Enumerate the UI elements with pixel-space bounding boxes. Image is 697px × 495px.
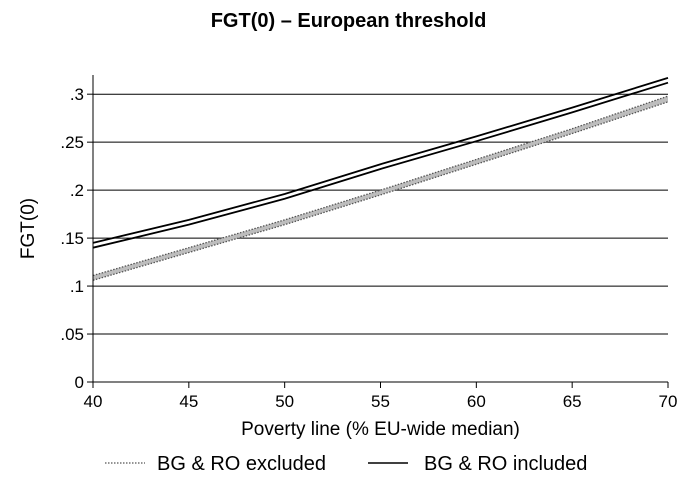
legend-item-bg-ro-included: BG & RO included bbox=[368, 453, 587, 475]
band-upper-bg-ro-excluded bbox=[92, 95, 669, 277]
series-bg-ro-excluded bbox=[92, 95, 669, 281]
chart-title: FGT(0) – European threshold bbox=[210, 10, 487, 32]
x-tick-label-3: 55 bbox=[371, 392, 390, 411]
legend-item-bg-ro-excluded: BG & RO excluded bbox=[105, 453, 326, 475]
x-tick-label-6: 70 bbox=[659, 392, 678, 411]
y-tick-label-0: 0 bbox=[75, 373, 84, 392]
legend: BG & RO excluded BG & RO included bbox=[105, 453, 587, 475]
y-tick-label-6: .3 bbox=[70, 85, 84, 104]
band-lower-bg-ro-included bbox=[92, 81, 669, 249]
band-lower-bg-ro-excluded bbox=[92, 101, 669, 281]
x-axis-title: Poverty line (% EU-wide median) bbox=[241, 419, 520, 440]
x-tick-label-1: 45 bbox=[179, 392, 198, 411]
y-tick-label-2: .1 bbox=[70, 277, 84, 296]
band-upper-bg-ro-included bbox=[92, 77, 669, 244]
y-tick-label-4: .2 bbox=[70, 181, 84, 200]
x-tick-label-4: 60 bbox=[467, 392, 486, 411]
x-tick-label-0: 40 bbox=[84, 392, 103, 411]
series-bg-ro-included bbox=[92, 77, 669, 249]
x-tick-label-5: 65 bbox=[563, 392, 582, 411]
axis-layer: 0 .05 .1 .15 .2 .25 .3 40 45 50 55 60 65 70 bbox=[60, 75, 677, 411]
legend-label-bg-ro-included: BG & RO included bbox=[424, 453, 587, 475]
y-tick-label-1: .05 bbox=[60, 325, 84, 344]
series-layer bbox=[92, 77, 669, 281]
band-fill-bg-ro-excluded bbox=[93, 96, 668, 281]
y-axis-title: FGT(0) bbox=[18, 198, 39, 259]
legend-label-bg-ro-excluded: BG & RO excluded bbox=[157, 453, 326, 475]
y-tick-label-5: .25 bbox=[60, 133, 84, 152]
x-tick-label-2: 50 bbox=[275, 392, 294, 411]
y-tick-label-3: .15 bbox=[60, 229, 84, 248]
